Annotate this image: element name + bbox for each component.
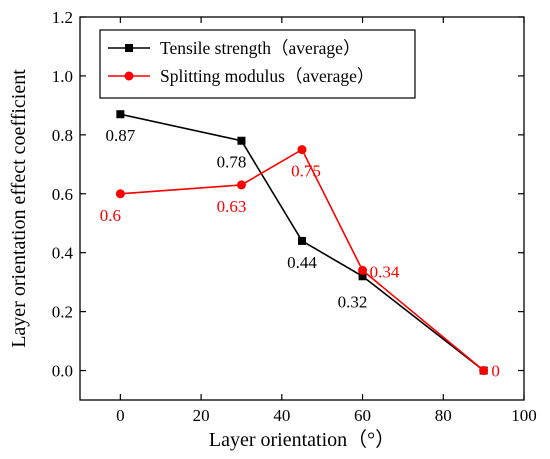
- data-label: 0.44: [287, 253, 317, 272]
- legend-box: [99, 29, 416, 99]
- y-tick-label: 1.2: [52, 8, 73, 27]
- x-tick-label: 100: [511, 406, 537, 425]
- y-tick-label: 1.0: [52, 67, 73, 86]
- y-tick-label: 0.4: [52, 244, 74, 263]
- x-tick-label: 0: [116, 406, 125, 425]
- series-1: [115, 145, 489, 376]
- x-axis-ticks: 0 20 40 60 80 100: [116, 17, 537, 425]
- data-point: [236, 180, 246, 190]
- data-label: 0.87: [105, 126, 135, 145]
- data-point: [358, 272, 367, 281]
- data-point: [297, 145, 307, 155]
- data-label: 0.75: [291, 162, 321, 181]
- y-tick-label: 0.6: [52, 185, 73, 204]
- data-label: 0.32: [338, 292, 368, 311]
- data-labels: 0.87 0.78 0.44 0.32 0.6 0.63 0.75 0.34 0: [100, 126, 500, 380]
- data-label: 0.78: [217, 153, 247, 172]
- legend-label: Tensile strength（average）: [160, 38, 360, 58]
- data-point: [116, 110, 125, 119]
- axes: [79, 16, 525, 401]
- legend-marker: [125, 44, 133, 52]
- x-tick-label: 60: [354, 406, 371, 425]
- x-tick-label: 80: [435, 406, 452, 425]
- legend-label: Splitting modulus（average）: [160, 66, 374, 86]
- data-point: [115, 189, 125, 199]
- data-label: 0: [491, 362, 500, 381]
- plot-frame: [79, 16, 525, 401]
- y-tick-label: 0.2: [52, 303, 73, 322]
- data-label: 0.34: [370, 262, 400, 281]
- data-point: [358, 265, 368, 275]
- series-layer: [115, 110, 489, 376]
- y-axis-ticks: 0.0 0.2 0.4 0.6 0.8 1.0 1.2: [52, 8, 524, 381]
- data-label: 0.63: [217, 197, 247, 216]
- data-point: [298, 236, 306, 245]
- legend: Tensile strength（average） Splitting modul…: [99, 29, 416, 99]
- y-tick-label: 0.8: [52, 126, 73, 145]
- data-point: [237, 136, 246, 145]
- x-axis-title: Layer orientation（°）: [209, 428, 395, 451]
- y-axis-title: Layer orientation effect coefficient: [8, 69, 30, 348]
- data-label: 0.6: [100, 206, 121, 225]
- x-tick-label: 40: [273, 406, 290, 425]
- legend-marker: [124, 71, 134, 81]
- data-point: [479, 366, 489, 376]
- y-tick-label: 0.0: [52, 362, 73, 381]
- x-tick-label: 20: [193, 406, 210, 425]
